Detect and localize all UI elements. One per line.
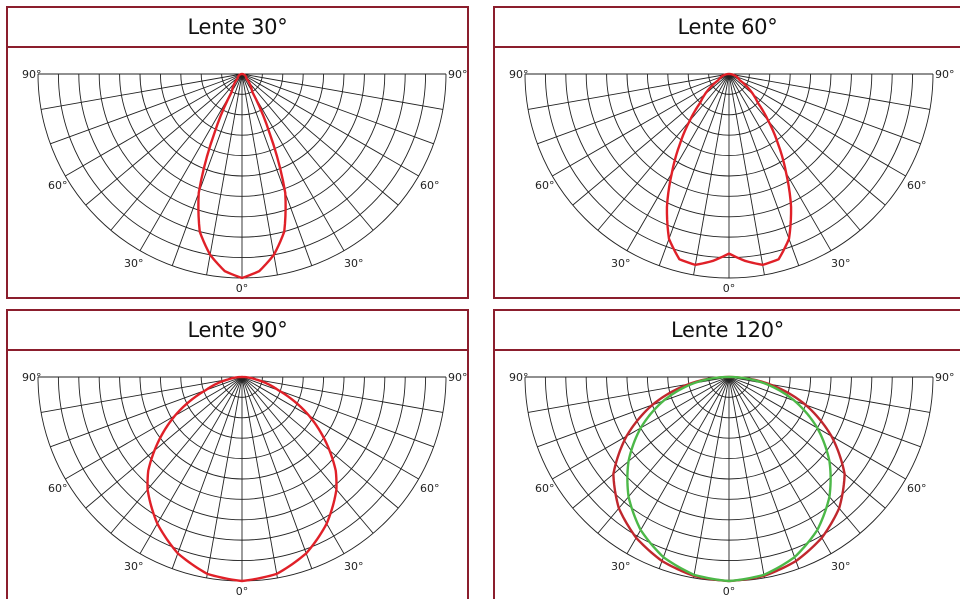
grid-radial: [537, 376, 730, 448]
grid-radial: [728, 73, 921, 145]
angle-label: 60°: [535, 179, 555, 192]
grid-radial: [728, 376, 832, 554]
angle-label: 30°: [831, 257, 851, 270]
grid-radial: [85, 376, 243, 509]
grid-radial: [171, 73, 243, 266]
angle-label: 0°: [236, 282, 249, 295]
grid-radial: [241, 73, 419, 177]
intensity-curve: [626, 375, 832, 583]
grid-radial: [728, 73, 861, 231]
grid-radial: [728, 73, 832, 251]
grid-radial: [241, 376, 374, 534]
panel-title: Lente 120°: [495, 311, 960, 351]
grid-radial: [572, 376, 730, 509]
panel-title: Lente 90°: [8, 311, 467, 351]
intensity-curve: [197, 72, 287, 280]
angle-label: 90°: [509, 371, 529, 384]
panel-lente-60: Lente 60° 90° 90° 60° 60° 30° 30° 0°: [493, 6, 960, 299]
polar-chart: 90° 90° 60° 60° 30° 30° 0°: [509, 68, 955, 295]
grid-radial: [728, 73, 800, 266]
grid-radial: [728, 376, 921, 448]
grid-radial: [41, 73, 243, 110]
grid-radial: [693, 376, 730, 578]
grid-radial: [728, 73, 930, 110]
grid-radial: [65, 376, 243, 480]
grid-radial: [241, 376, 399, 509]
angle-label: 60°: [48, 482, 68, 495]
angle-label: 60°: [420, 482, 440, 495]
intensity-curve: [665, 72, 793, 267]
grid-radial: [206, 376, 243, 578]
grid-radial: [241, 376, 443, 413]
angle-label: 60°: [420, 179, 440, 192]
grid-radial: [658, 73, 730, 266]
grid-radial: [241, 376, 313, 569]
polar-chart: 90° 90° 60° 60° 30° 30° 0°: [22, 68, 467, 295]
angle-label: 30°: [344, 560, 364, 573]
angle-label: 0°: [236, 585, 249, 598]
angle-label: 90°: [509, 68, 529, 81]
grid-radial: [241, 376, 419, 480]
angle-label: 90°: [935, 371, 955, 384]
grid-radial: [728, 376, 800, 569]
angle-label: 90°: [448, 68, 467, 81]
polar-chart: 90° 90° 60° 60° 30° 30° 0°: [22, 371, 467, 598]
angle-label: 90°: [22, 371, 42, 384]
grid-radial: [110, 376, 243, 534]
grid-radial: [552, 73, 730, 177]
grid-radial: [626, 376, 730, 554]
angle-label: 30°: [124, 560, 144, 573]
angle-label: 30°: [611, 560, 631, 573]
grid-radial: [728, 73, 906, 177]
panel-lente-90: Lente 90° 90° 90° 60° 60° 30° 30° 0°: [6, 309, 469, 599]
grid-radial: [65, 73, 243, 177]
angle-label: 30°: [344, 257, 364, 270]
grid-radial: [171, 376, 243, 569]
polar-chart: 90° 90° 60° 60° 30° 30° 0°: [509, 371, 955, 598]
angle-label: 90°: [935, 68, 955, 81]
angle-label: 90°: [22, 68, 42, 81]
grid-radial: [241, 73, 399, 206]
angle-label: 60°: [48, 179, 68, 192]
grid-radial: [728, 376, 886, 509]
panel-lente-30: Lente 30° 90° 90° 60° 60° 30° 30° 0°: [6, 6, 469, 299]
angle-label: 60°: [907, 482, 927, 495]
angle-label: 30°: [611, 257, 631, 270]
grid-radial: [626, 73, 730, 251]
grid-radial: [241, 73, 443, 110]
angle-label: 30°: [831, 560, 851, 573]
grid-radial: [528, 73, 730, 110]
angle-label: 30°: [124, 257, 144, 270]
grid-radial: [241, 73, 278, 275]
grid-radial: [728, 376, 765, 578]
grid-radial: [241, 73, 374, 231]
panel-title: Lente 30°: [8, 8, 467, 48]
grid-radial: [597, 73, 730, 231]
grid-radial: [537, 73, 730, 145]
angle-label: 60°: [535, 482, 555, 495]
grid-radial: [693, 73, 730, 275]
grid-radial: [241, 376, 278, 578]
grid-radial: [206, 73, 243, 275]
intensity-curve: [146, 375, 338, 583]
grid-radial: [41, 376, 243, 413]
panel-lente-120: Lente 120° 90° 90° 60° 60° 30° 30° 0°: [493, 309, 960, 599]
angle-label: 0°: [723, 585, 736, 598]
grid-radial: [658, 376, 730, 569]
grid-radial: [85, 73, 243, 206]
grid-radial: [728, 73, 765, 275]
angle-label: 0°: [723, 282, 736, 295]
grid-radial: [50, 73, 243, 145]
panel-title: Lente 60°: [495, 8, 960, 48]
angle-label: 60°: [907, 179, 927, 192]
grid-radial: [110, 73, 243, 231]
grid-radial: [241, 73, 313, 266]
angle-label: 90°: [448, 371, 467, 384]
grid-radial: [241, 73, 434, 145]
